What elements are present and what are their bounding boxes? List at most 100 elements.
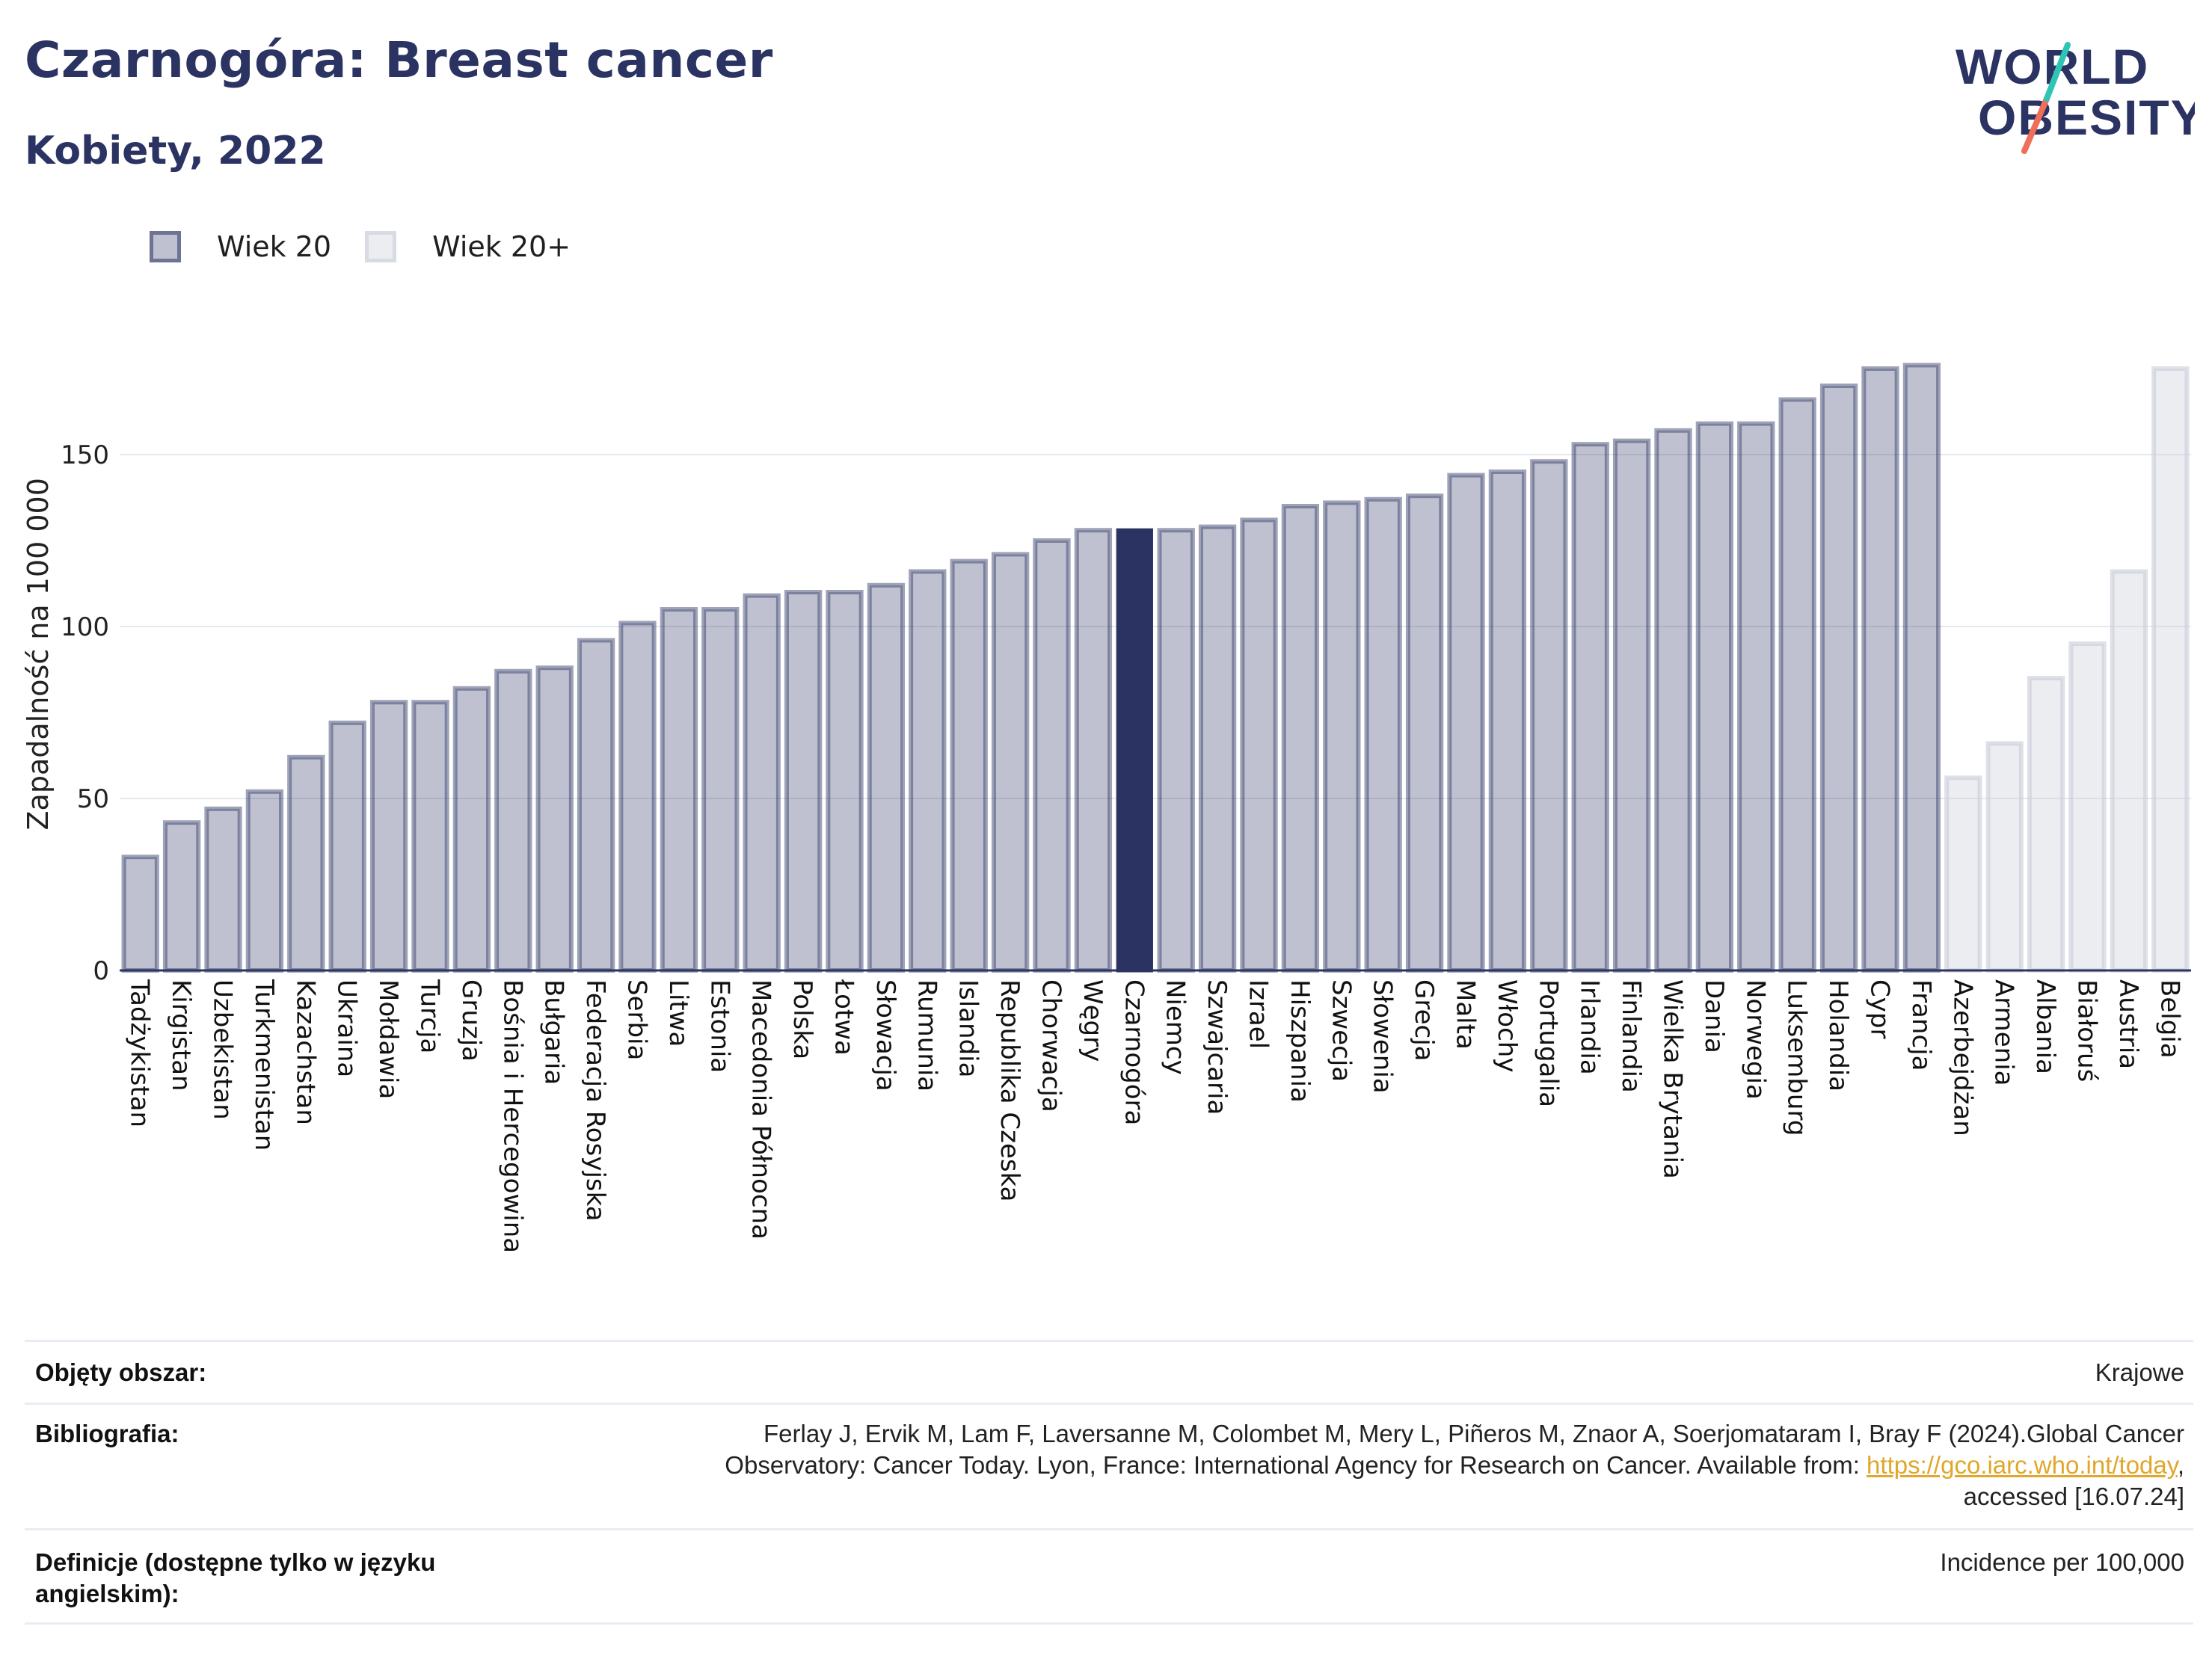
x-tick-label: Rumunia	[912, 979, 941, 1092]
bar	[1405, 493, 1444, 973]
x-tick-label: Bośnia i Hercegowina	[497, 979, 527, 1253]
info-value-area: Krajowe	[2095, 1358, 2184, 1386]
bibliography-line-1: Ferlay J, Ervik M, Lam F, Laversanne M, …	[764, 1420, 2184, 1447]
bar-highlight	[1116, 528, 1153, 973]
legend-label-wiek-20-plus: Wiek 20+	[432, 230, 571, 263]
x-tick-label: Kazachstan	[290, 979, 320, 1125]
bar	[784, 590, 823, 973]
bar	[1033, 538, 1071, 973]
x-tick-label: Łotwa	[829, 979, 859, 1056]
bar	[1985, 741, 2024, 973]
bar	[909, 569, 947, 973]
x-tick-label: Republika Czeska	[995, 979, 1024, 1202]
svg-text:OBESITY: OBESITY	[1978, 90, 2195, 145]
info-table: Objęty obszar: Krajowe Bibliografia: Fer…	[25, 1340, 2193, 1625]
bar	[1530, 459, 1568, 973]
bar	[121, 855, 159, 973]
x-tick-label: Azerbejdżan	[1947, 979, 1977, 1136]
x-tick-label: Słowenia	[1368, 979, 1398, 1094]
bar	[701, 607, 740, 973]
info-value-bibliography: Ferlay J, Ervik M, Lam F, Laversanne M, …	[725, 1418, 2184, 1512]
x-tick-label: Bułgaria	[539, 979, 569, 1085]
bar	[1447, 473, 1485, 973]
legend-item-wiek-20-plus[interactable]: Wiek 20+	[365, 230, 571, 263]
x-tick-label: Dania	[1699, 979, 1729, 1053]
x-tick-label: Federacja Rosyjska	[580, 979, 610, 1222]
bar	[826, 590, 864, 973]
x-tick-label: Islandia	[953, 979, 983, 1077]
x-tick-label: Hiszpania	[1285, 979, 1315, 1103]
chart-legend: Wiek 20 Wiek 20+	[150, 224, 604, 269]
bar	[1157, 528, 1195, 973]
bar	[1198, 524, 1237, 973]
bar	[369, 700, 408, 973]
bar	[204, 806, 242, 973]
bar	[328, 720, 366, 973]
info-bottom-divider	[25, 1622, 2193, 1625]
info-row-definitions: Definicje (dostępne tylko w języku angie…	[25, 1528, 2193, 1622]
legend-item-wiek-20[interactable]: Wiek 20	[150, 230, 331, 263]
x-tick-label: Szwajcaria	[1202, 979, 1232, 1115]
x-tick-label: Norwegia	[1740, 979, 1770, 1100]
x-tick-label: Armenia	[1989, 979, 2019, 1086]
bar	[1612, 438, 1651, 973]
bar	[1488, 470, 1527, 973]
x-tick-label: Niemcy	[1161, 979, 1191, 1075]
bar	[1240, 517, 1278, 973]
info-label-definitions: Definicje (dostępne tylko w języku angie…	[35, 1548, 436, 1607]
x-tick-label: Malta	[1451, 979, 1481, 1050]
x-tick-label: Estonia	[704, 979, 734, 1073]
x-tick-label: Kirgistan	[166, 979, 196, 1092]
bibliography-link[interactable]: https://gco.iarc.who.int/today	[1867, 1451, 2178, 1479]
bar	[1944, 775, 1982, 973]
y-tick-label: 50	[77, 784, 109, 814]
x-tick-label: Chorwacja	[1036, 979, 1066, 1112]
chart-subtitle: Kobiety, 2022	[25, 129, 326, 173]
x-tick-label: Litwa	[663, 979, 693, 1047]
x-tick-label: Węgry	[1078, 979, 1107, 1062]
x-tick-label: Francja	[1906, 979, 1936, 1071]
legend-swatch-wiek-20-plus	[365, 231, 397, 262]
x-tick-label: Serbia	[622, 979, 652, 1060]
bar	[2151, 366, 2190, 973]
bar	[1861, 366, 1899, 973]
x-tick-label: Holandia	[1823, 979, 1853, 1092]
bar	[991, 552, 1030, 973]
x-tick-label: Czarnogóra	[1119, 979, 1149, 1125]
bibliography-line-2-text: Observatory: Cancer Today. Lyon, France:…	[725, 1451, 1867, 1479]
x-tick-label: Polska	[787, 979, 817, 1059]
info-row-area: Objęty obszar: Krajowe	[25, 1340, 2193, 1403]
bar	[1778, 397, 1816, 973]
bibliography-line-2: Observatory: Cancer Today. Lyon, France:…	[725, 1450, 2184, 1481]
bar	[535, 665, 574, 973]
bar	[162, 820, 201, 973]
bar	[1695, 421, 1734, 973]
bar	[452, 686, 491, 973]
bar	[1364, 496, 1402, 973]
x-tick-label: Portugalia	[1533, 979, 1563, 1107]
y-tick-label: 100	[61, 612, 109, 642]
bar	[660, 607, 698, 973]
x-tick-label: Austria	[2113, 979, 2143, 1069]
x-tick-label: Belgia	[2154, 979, 2184, 1059]
bibliography-line-2-end: ,	[2177, 1451, 2184, 1479]
x-tick-label: Tadżykistan	[125, 979, 155, 1127]
bar	[1654, 428, 1692, 973]
bar	[618, 621, 657, 973]
bar	[2068, 641, 2107, 973]
bar	[1819, 384, 1858, 973]
x-tick-label: Irlandia	[1575, 979, 1605, 1075]
info-label-area: Objęty obszar:	[35, 1358, 207, 1386]
y-tick-label: 150	[61, 440, 109, 470]
bibliography-line-3: accessed [16.07.24]	[1963, 1483, 2184, 1510]
x-tick-label: Szwecja	[1326, 979, 1356, 1082]
bar	[867, 582, 906, 973]
bar	[1902, 363, 1941, 973]
bar	[411, 700, 449, 973]
bar	[1737, 421, 1775, 973]
x-tick-label: Turkmenistan	[249, 979, 279, 1151]
bar	[1571, 442, 1609, 973]
x-tick-label: Wielka Brytania	[1658, 979, 1688, 1179]
bar	[950, 558, 988, 973]
